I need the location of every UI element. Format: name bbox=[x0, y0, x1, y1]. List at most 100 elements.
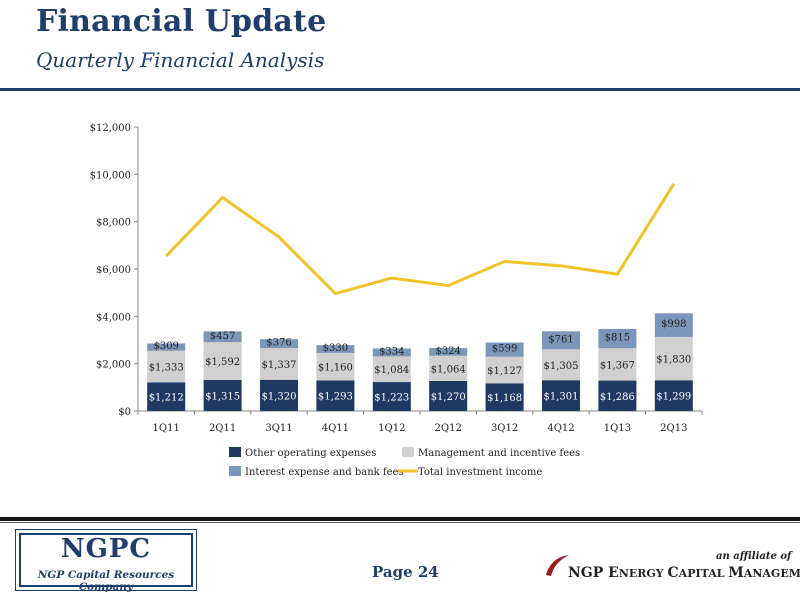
data-label: $998 bbox=[661, 319, 686, 330]
data-label: $1,127 bbox=[487, 366, 522, 377]
x-tick-label: 1Q12 bbox=[378, 423, 405, 434]
affiliate-name-part: NERGY bbox=[618, 567, 668, 580]
data-label: $1,333 bbox=[149, 363, 184, 374]
bar-management-incentive-fees bbox=[260, 348, 298, 380]
page-number: Page 24 bbox=[372, 563, 439, 581]
y-tick-label: $0 bbox=[118, 407, 131, 418]
bar-other-operating-expenses bbox=[316, 380, 355, 411]
ngp-energy-swoosh-icon bbox=[546, 555, 569, 576]
bar-management-incentive-fees bbox=[316, 352, 355, 381]
page-subtitle: Quarterly Financial Analysis bbox=[36, 48, 325, 72]
bar-other-operating-expenses bbox=[542, 380, 580, 411]
legend-label: Total investment income bbox=[418, 467, 542, 478]
affiliate-name-part: C bbox=[667, 565, 679, 581]
bar-interest-expense-bank-fees bbox=[316, 345, 355, 353]
bar-other-operating-expenses bbox=[598, 380, 637, 411]
bar-other-operating-expenses bbox=[485, 383, 524, 411]
y-tick-label: $4,000 bbox=[96, 312, 131, 323]
bar-interest-expense-bank-fees bbox=[654, 313, 693, 337]
y-tick-label: $10,000 bbox=[90, 170, 131, 181]
data-label: $1,168 bbox=[487, 393, 522, 404]
x-tick-label: 4Q11 bbox=[322, 423, 349, 434]
data-label: $1,293 bbox=[318, 392, 353, 403]
affiliate-name-part: NGP E bbox=[568, 565, 619, 581]
stacked-bar-line-chart: $0 $2,000 $4,000 $6,000 $8,000 $10,000 $12,000… bbox=[90, 123, 703, 478]
bar-management-incentive-fees bbox=[485, 356, 524, 384]
affiliate-name-part: ANAGEMENT bbox=[743, 567, 800, 580]
x-tick-label: 1Q13 bbox=[604, 423, 631, 434]
bar-management-incentive-fees bbox=[147, 350, 186, 383]
data-label: $1,320 bbox=[262, 391, 297, 402]
data-label: $1,160 bbox=[318, 363, 353, 374]
header-divider bbox=[0, 88, 800, 91]
bar-management-incentive-fees bbox=[542, 349, 580, 381]
ngpc-logo-frame bbox=[19, 533, 193, 587]
legend-swatch bbox=[402, 447, 414, 457]
data-label: $1,084 bbox=[374, 365, 409, 376]
data-label: $599 bbox=[492, 344, 517, 355]
data-label: $1,301 bbox=[544, 392, 579, 403]
affiliate-label: an affiliate of bbox=[716, 551, 792, 562]
bar-other-operating-expenses bbox=[260, 379, 298, 411]
ngpc-logo: NGPC NGP Capital Resources Company bbox=[15, 529, 197, 593]
bar-management-incentive-fees bbox=[429, 355, 468, 381]
bar-interest-expense-bank-fees bbox=[429, 348, 468, 356]
x-tick-label: 2Q12 bbox=[435, 423, 462, 434]
x-tick-label: 1Q11 bbox=[153, 423, 180, 434]
page-title: Financial Update bbox=[36, 4, 327, 39]
data-label: $815 bbox=[605, 333, 630, 344]
x-tick-label: 4Q12 bbox=[547, 423, 574, 434]
y-tick-label: $2,000 bbox=[96, 360, 131, 371]
legend-label: Management and incentive fees bbox=[418, 448, 580, 459]
x-tick-label: 2Q13 bbox=[660, 423, 687, 434]
data-label: $1,367 bbox=[600, 360, 635, 371]
bar-other-operating-expenses bbox=[203, 379, 242, 411]
bar-management-incentive-fees bbox=[372, 356, 411, 383]
bar-other-operating-expenses bbox=[372, 382, 411, 411]
bar-other-operating-expenses bbox=[654, 380, 693, 411]
bar-interest-expense-bank-fees bbox=[260, 339, 298, 349]
ngpc-logo-text: NGPC bbox=[60, 534, 152, 564]
affiliate-name-part: M bbox=[728, 565, 744, 581]
legend-label: Other operating expenses bbox=[245, 448, 376, 459]
data-label: $761 bbox=[548, 334, 573, 345]
data-label: $1,212 bbox=[149, 393, 184, 404]
y-tick-label: $8,000 bbox=[96, 218, 131, 229]
legend-swatch bbox=[229, 447, 241, 457]
bar-management-incentive-fees bbox=[203, 342, 242, 380]
bar-management-incentive-fees bbox=[598, 348, 637, 381]
bar-interest-expense-bank-fees bbox=[598, 328, 637, 349]
data-label: $1,064 bbox=[431, 364, 466, 375]
line-total-investment-income bbox=[165, 183, 676, 296]
data-label: $324 bbox=[435, 346, 460, 357]
ngp-energy-capital-management-logo: NGP ENERGY CAPITAL MANAGEMENT bbox=[568, 565, 800, 581]
y-tick-label: $6,000 bbox=[96, 265, 131, 276]
bar-interest-expense-bank-fees bbox=[147, 343, 186, 351]
bar-other-operating-expenses bbox=[429, 380, 468, 411]
bar-interest-expense-bank-fees bbox=[203, 331, 242, 343]
bar-other-operating-expenses bbox=[147, 382, 186, 411]
data-label: $1,223 bbox=[374, 393, 409, 404]
data-label: $334 bbox=[379, 346, 404, 357]
ngpc-logo-subtitle: NGP Capital Resources Company bbox=[37, 569, 175, 593]
affiliate-name-part: APITAL bbox=[678, 567, 729, 580]
data-label: $1,305 bbox=[544, 361, 579, 372]
data-label: $1,830 bbox=[656, 355, 691, 366]
x-tick-label: 2Q11 bbox=[209, 423, 236, 434]
data-label: $376 bbox=[266, 338, 291, 349]
data-label: $1,592 bbox=[205, 357, 240, 368]
x-tick-label: 3Q12 bbox=[491, 423, 518, 434]
data-label: $330 bbox=[323, 343, 348, 354]
y-tick-label: $12,000 bbox=[90, 123, 131, 134]
data-label: $1,270 bbox=[431, 392, 466, 403]
x-tick-label: 3Q11 bbox=[265, 423, 292, 434]
bar-interest-expense-bank-fees bbox=[372, 348, 411, 357]
data-label: $1,286 bbox=[600, 392, 635, 403]
bar-interest-expense-bank-fees bbox=[542, 331, 580, 350]
footer-divider bbox=[0, 517, 800, 521]
bar-interest-expense-bank-fees bbox=[485, 342, 524, 357]
legend-label: Interest expense and bank fees bbox=[245, 467, 404, 478]
data-label: $1,299 bbox=[656, 392, 691, 403]
legend-swatch bbox=[229, 466, 241, 476]
footer-divider-thin bbox=[0, 522, 800, 523]
